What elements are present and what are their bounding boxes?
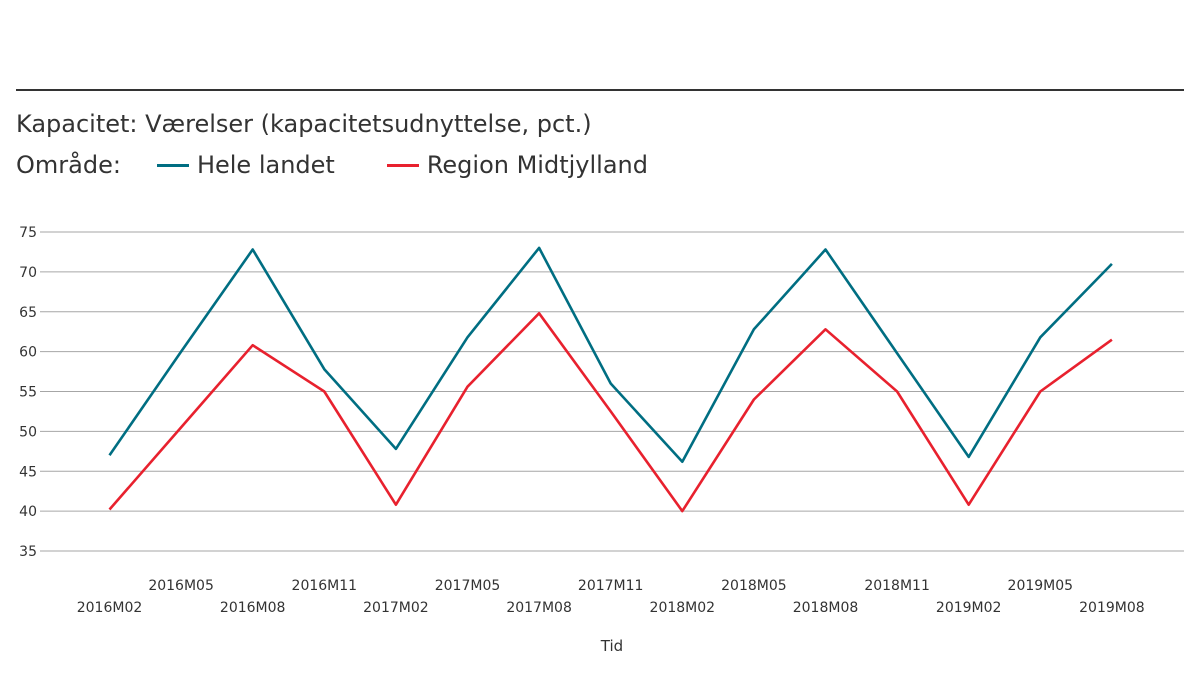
y-tick-label: 50 [19,424,37,440]
y-tick-label: 75 [19,225,37,241]
x-axis-ticks: 2016M02 2016M05 2016M08 2016M11 2017M02 2017M… [77,578,1145,616]
x-tick-label: 2017M08 [506,600,572,616]
x-tick-label: 2016M08 [220,600,286,616]
x-axis-title: Tid [600,637,623,655]
x-tick-label: 2017M11 [578,578,644,594]
legend-item-hele-landet[interactable]: Hele landet [156,151,335,179]
x-tick-label: 2018M08 [793,600,859,616]
x-tick-label: 2016M11 [292,578,358,594]
x-tick-label: 2016M05 [148,578,214,594]
top-rule [16,89,1184,91]
x-tick-label: 2018M11 [864,578,930,594]
x-tick-label: 2017M05 [435,578,501,594]
legend-label: Område: [16,151,121,179]
y-tick-label: 40 [19,504,37,520]
y-tick-label: 65 [19,305,37,321]
series-lines [108,246,1113,513]
series-line-hele-landet[interactable] [108,246,1113,464]
y-tick-label: 55 [19,385,37,401]
legend-swatch-hele-landet [156,163,189,167]
x-tick-label: 2019M08 [1079,600,1145,616]
x-tick-label: 2019M05 [1008,578,1074,594]
y-axis-ticks: 35 40 45 50 55 60 65 70 75 [19,225,37,560]
legend-text-region-midtjylland: Region Midtjylland [426,151,648,179]
x-tick-label: 2019M02 [936,600,1002,616]
x-tick-label: 2018M05 [721,578,787,594]
legend-text-hele-landet: Hele landet [196,151,335,179]
legend: Område: Hele landet Region Midtjylland [16,151,700,179]
legend-swatch-region-midtjylland [386,163,419,167]
y-tick-label: 70 [19,265,37,281]
x-tick-label: 2018M02 [650,600,716,616]
chart-title: Kapacitet: Værelser (kapacitetsudnyttels… [16,110,592,138]
x-tick-label: 2016M02 [77,600,143,616]
y-tick-label: 45 [19,464,37,480]
x-tick-label: 2017M02 [363,600,429,616]
grid [40,231,1184,552]
y-tick-label: 60 [19,345,37,361]
legend-item-region-midtjylland[interactable]: Region Midtjylland [386,151,648,179]
y-tick-label: 35 [19,544,37,560]
series-line-region-midtjylland[interactable] [108,311,1113,513]
